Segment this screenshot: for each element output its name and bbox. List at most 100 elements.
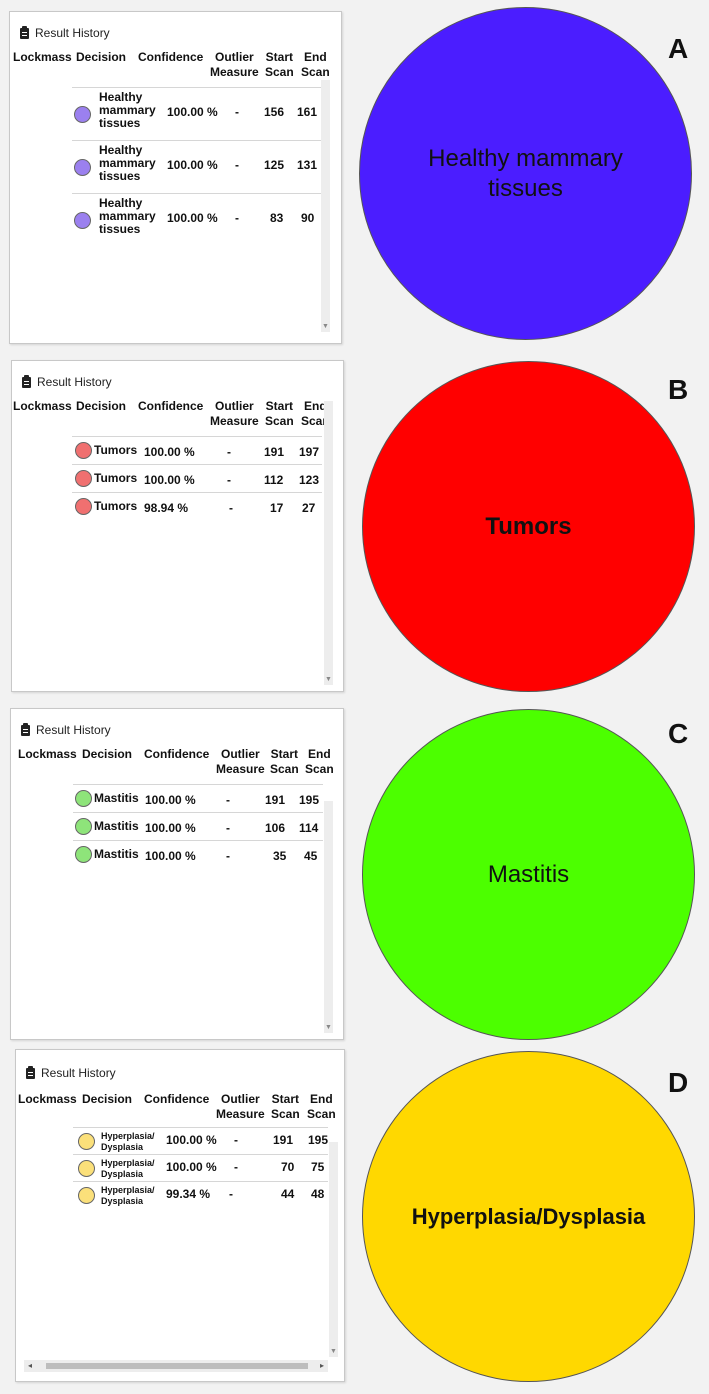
table-row[interactable]: Healthy mammary tissues 100.00 % - 156 161 — [72, 87, 322, 140]
confidence-cell: 100.00 % — [166, 1160, 217, 1174]
decision-cell: Hyperplasia/Dysplasia — [101, 1158, 155, 1179]
start-scan-cell: 17 — [270, 501, 284, 515]
start-scan-cell: 156 — [264, 105, 285, 119]
decision-cell: Mastitis — [94, 847, 139, 861]
horizontal-scroll-thumb[interactable] — [46, 1363, 308, 1369]
table-row[interactable]: Mastitis 100.00 % - 191 195 — [73, 784, 323, 812]
decision-circle-label: Healthy mammary tissues — [428, 144, 623, 202]
outlier-cell: - — [229, 1187, 233, 1201]
result-history-title: Result History — [21, 722, 111, 737]
confidence-cell: 99.34 % — [166, 1187, 211, 1201]
result-history-panel-b: Result History Lockmass Decision Confide… — [11, 360, 344, 692]
header-lockmass[interactable]: Lockmass — [18, 747, 77, 761]
header-outlier-measure[interactable]: Outlier Measure — [216, 1092, 265, 1121]
header-end-scan[interactable]: End Scan — [301, 399, 330, 428]
outlier-cell: - — [229, 501, 233, 515]
header-lockmass[interactable]: Lockmass — [13, 399, 72, 413]
clipboard-icon — [21, 722, 30, 736]
table-row[interactable]: Mastitis 100.00 % - 35 45 — [73, 840, 323, 868]
table-row[interactable]: Hyperplasia/Dysplasia 100.00 % - 70 75 — [73, 1154, 328, 1181]
start-scan-cell: 191 — [264, 445, 285, 459]
vertical-scrollbar[interactable]: ▼ — [321, 80, 330, 332]
confidence-cell: 100.00 % — [145, 793, 196, 807]
confidence-cell: 98.94 % — [144, 501, 189, 515]
vertical-scrollbar[interactable]: ▼ — [324, 401, 333, 685]
decision-dot-icon — [75, 470, 92, 487]
header-lockmass[interactable]: Lockmass — [13, 50, 72, 64]
header-end-scan[interactable]: End Scan — [301, 50, 330, 79]
outlier-cell: - — [234, 1133, 238, 1147]
header-start-scan[interactable]: Start Scan — [271, 1092, 300, 1121]
header-decision[interactable]: Decision — [76, 399, 127, 413]
decision-dot-icon — [78, 1133, 95, 1150]
table-row[interactable]: Tumors 98.94 % - 17 27 — [72, 492, 322, 520]
header-decision[interactable]: Decision — [82, 747, 133, 761]
result-history-panel-d: Result History Lockmass Decision Confide… — [15, 1049, 345, 1382]
table-row[interactable]: Healthy mammary tissues 100.00 % - 125 131 — [72, 140, 322, 193]
decision-circle-label: Tumors — [485, 512, 572, 540]
header-decision[interactable]: Decision — [76, 50, 127, 64]
decision-circle-label: Hyperplasia/Dysplasia — [411, 1203, 646, 1229]
header-confidence[interactable]: Confidence — [138, 399, 204, 413]
scroll-down-arrow-icon[interactable]: ▼ — [322, 323, 329, 330]
scroll-right-arrow-icon[interactable]: ▸ — [319, 1361, 324, 1370]
decision-cell: Hyperplasia/Dysplasia — [101, 1131, 155, 1152]
header-decision[interactable]: Decision — [82, 1092, 133, 1106]
start-scan-cell: 191 — [273, 1133, 294, 1147]
table-row[interactable]: Hyperplasia/Dysplasia 100.00 % - 191 195 — [73, 1127, 328, 1154]
header-start-scan[interactable]: Start Scan — [270, 747, 299, 776]
header-end-scan[interactable]: End Scan — [305, 747, 334, 776]
result-history-title: Result History — [26, 1065, 116, 1080]
header-confidence[interactable]: Confidence — [138, 50, 204, 64]
header-confidence[interactable]: Confidence — [144, 747, 210, 761]
scroll-down-arrow-icon[interactable]: ▼ — [330, 1348, 337, 1355]
scroll-down-arrow-icon[interactable]: ▼ — [325, 676, 332, 683]
header-outlier-measure[interactable]: Outlier Measure — [216, 747, 265, 776]
decision-dot-icon — [75, 442, 92, 459]
horizontal-scrollbar[interactable]: ◂ ▸ — [24, 1360, 328, 1372]
outlier-cell: - — [235, 211, 239, 225]
decision-dot-icon — [78, 1160, 95, 1177]
table-row[interactable]: Tumors 100.00 % - 191 197 — [72, 436, 322, 464]
scroll-down-arrow-icon[interactable]: ▼ — [325, 1024, 332, 1031]
end-scan-cell: 114 — [299, 821, 319, 835]
decision-cell: Tumors — [94, 443, 138, 457]
vertical-scrollbar[interactable]: ▼ — [324, 801, 333, 1033]
header-lockmass[interactable]: Lockmass — [18, 1092, 77, 1106]
table-row[interactable]: Healthy mammary tissues 100.00 % - 83 90 — [72, 193, 322, 246]
clipboard-icon — [26, 1065, 35, 1079]
decision-cell: Healthy mammary tissues — [99, 196, 156, 236]
vertical-scrollbar[interactable]: ▼ — [329, 1142, 338, 1357]
decision-dot-icon — [78, 1187, 95, 1204]
header-outlier-measure[interactable]: Outlier Measure — [210, 399, 259, 428]
confidence-cell: 100.00 % — [166, 1133, 217, 1147]
confidence-cell: 100.00 % — [144, 473, 195, 487]
header-outlier-measure[interactable]: Outlier Measure — [210, 50, 259, 79]
header-confidence[interactable]: Confidence — [144, 1092, 210, 1106]
result-history-panel-a: Result History Lockmass Decision Confide… — [9, 11, 342, 344]
decision-cell: Hyperplasia/Dysplasia — [101, 1185, 155, 1206]
scroll-left-arrow-icon[interactable]: ◂ — [28, 1361, 33, 1370]
end-scan-cell: 195 — [299, 793, 320, 807]
confidence-cell: 100.00 % — [145, 849, 196, 863]
header-end-scan[interactable]: End Scan — [307, 1092, 336, 1121]
table-row[interactable]: Mastitis 100.00 % - 106 114 — [73, 812, 323, 840]
table-row[interactable]: Hyperplasia/Dysplasia 99.34 % - 44 48 — [73, 1181, 328, 1208]
decision-circle-label: Mastitis — [487, 860, 570, 888]
start-scan-cell: 191 — [265, 793, 286, 807]
decision-dot-icon — [75, 498, 92, 515]
panel-letter-a: A — [668, 33, 689, 64]
decision-cell: Tumors — [94, 499, 138, 513]
table-row[interactable]: Tumors 100.00 % - 112 123 — [72, 464, 322, 492]
end-scan-cell: 197 — [299, 445, 320, 459]
start-scan-cell: 112 — [264, 473, 284, 487]
end-scan-cell: 48 — [311, 1187, 325, 1201]
panel-letter-b: B — [668, 374, 689, 405]
confidence-cell: 100.00 % — [167, 158, 218, 172]
decision-cell: Healthy mammary tissues — [99, 90, 156, 130]
header-start-scan[interactable]: Start Scan — [265, 399, 294, 428]
start-scan-cell: 44 — [281, 1187, 295, 1201]
header-start-scan[interactable]: Start Scan — [265, 50, 294, 79]
outlier-cell: - — [227, 473, 231, 487]
confidence-cell: 100.00 % — [145, 821, 196, 835]
